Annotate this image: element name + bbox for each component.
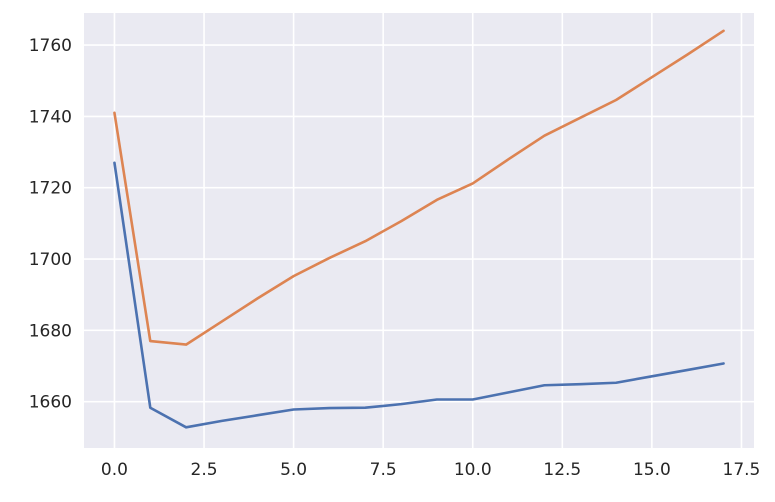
y-tick-label: 1760 bbox=[29, 36, 72, 56]
x-tick-label: 10.0 bbox=[454, 460, 492, 480]
x-tick-label: 2.5 bbox=[191, 460, 218, 480]
x-tick-label: 17.5 bbox=[723, 460, 761, 480]
x-tick-label: 7.5 bbox=[370, 460, 397, 480]
y-tick-label: 1740 bbox=[29, 107, 72, 127]
y-tick-label: 1660 bbox=[29, 393, 72, 413]
y-axis-ticks: 1660 1680 1700 1720 1740 1760 bbox=[29, 36, 72, 413]
x-tick-label: 0.0 bbox=[101, 460, 128, 480]
x-tick-label: 15.0 bbox=[633, 460, 671, 480]
x-tick-label: 5.0 bbox=[280, 460, 307, 480]
y-tick-label: 1700 bbox=[29, 250, 72, 270]
x-tick-label: 12.5 bbox=[543, 460, 581, 480]
y-tick-label: 1720 bbox=[29, 179, 72, 199]
plot-background bbox=[84, 13, 754, 448]
series-lines bbox=[113, 29, 725, 429]
x-axis-ticks: 0.0 2.5 5.0 7.5 10.0 12.5 15.0 17.5 bbox=[101, 460, 760, 480]
series-line-1 bbox=[113, 161, 725, 429]
y-tick-label: 1680 bbox=[29, 321, 72, 341]
series-line-2 bbox=[113, 29, 725, 346]
grid-lines bbox=[84, 13, 754, 448]
